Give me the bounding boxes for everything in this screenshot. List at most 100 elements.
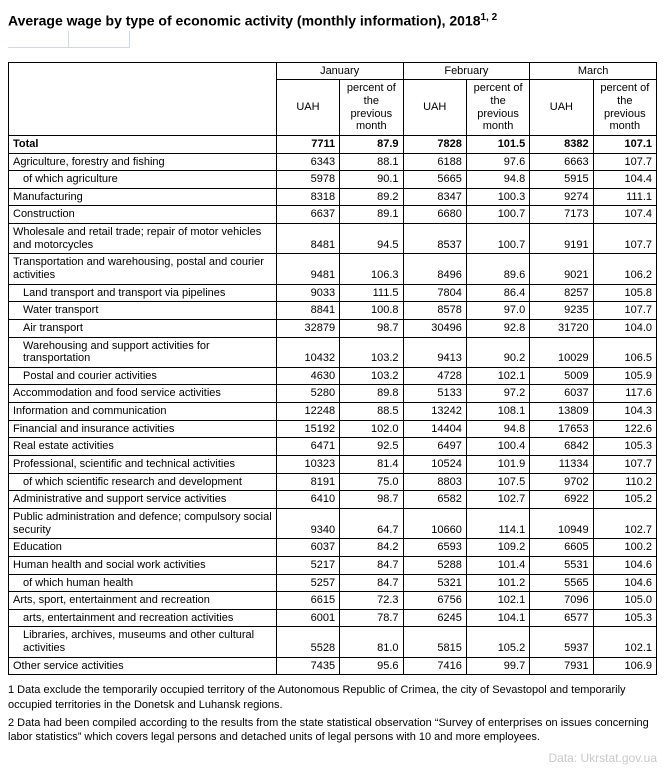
cell-pct: 104.0: [593, 319, 656, 337]
cell-pct: 105.0: [593, 592, 656, 610]
cell-pct: 94.8: [466, 171, 529, 189]
cell-uah: 7804: [403, 284, 466, 302]
cell-uah: 5257: [276, 574, 339, 592]
footnote-1: 1 Data exclude the temporarily occupied …: [8, 683, 657, 712]
table-row: Information and communication1224888.513…: [9, 403, 657, 421]
cell-pct: 107.7: [593, 456, 656, 474]
table-row: Other service activities743595.6741699.7…: [9, 657, 657, 675]
cell-pct: 105.3: [593, 438, 656, 456]
cell-uah: 5978: [276, 171, 339, 189]
cell-pct: 111.1: [593, 188, 656, 206]
cell-pct: 105.8: [593, 284, 656, 302]
cell-pct: 104.1: [466, 609, 529, 627]
cell-uah: 6188: [403, 153, 466, 171]
cell-pct: 90.2: [466, 337, 529, 367]
cell-uah: 6245: [403, 609, 466, 627]
header-uah: UAH: [530, 80, 593, 136]
cell-pct: 101.2: [466, 574, 529, 592]
cell-pct: 117.6: [593, 385, 656, 403]
cell-uah: 8257: [530, 284, 593, 302]
cell-pct: 107.1: [593, 135, 656, 153]
cell-pct: 107.5: [466, 473, 529, 491]
cell-pct: 89.2: [340, 188, 403, 206]
table-row: Libraries, archives, museums and other c…: [9, 627, 657, 657]
cell-uah: 5280: [276, 385, 339, 403]
row-label: of which human health: [9, 574, 277, 592]
cell-uah: 6471: [276, 438, 339, 456]
table-row: Administrative and support service activ…: [9, 491, 657, 509]
table-row: Public administration and defence; compu…: [9, 508, 657, 538]
cell-pct: 90.1: [340, 171, 403, 189]
cell-uah: 6922: [530, 491, 593, 509]
cell-pct: 107.7: [593, 302, 656, 320]
cell-pct: 102.1: [466, 592, 529, 610]
cell-pct: 101.5: [466, 135, 529, 153]
header-month: January: [276, 62, 403, 80]
cell-uah: 7828: [403, 135, 466, 153]
table-row: Wholesale and retail trade; repair of mo…: [9, 224, 657, 254]
cell-uah: 9033: [276, 284, 339, 302]
cell-uah: 9021: [530, 254, 593, 284]
cell-pct: 104.6: [593, 556, 656, 574]
cell-pct: 102.7: [466, 491, 529, 509]
cell-uah: 6680: [403, 206, 466, 224]
table-row: Air transport3287998.73049692.831720104.…: [9, 319, 657, 337]
cell-pct: 107.4: [593, 206, 656, 224]
cell-uah: 12248: [276, 403, 339, 421]
cell-pct: 102.1: [466, 367, 529, 385]
title-text: Average wage by type of economic activit…: [8, 13, 481, 29]
cell-pct: 100.2: [593, 539, 656, 557]
table-row: Water transport8841100.8857897.09235107.…: [9, 302, 657, 320]
cell-pct: 102.1: [593, 627, 656, 657]
cell-pct: 103.2: [340, 367, 403, 385]
cell-uah: 5528: [276, 627, 339, 657]
cell-uah: 5937: [530, 627, 593, 657]
cell-uah: 7931: [530, 657, 593, 675]
footnote-2: 2 Data had been compiled according to th…: [8, 716, 657, 745]
cell-pct: 72.3: [340, 592, 403, 610]
cell-pct: 105.3: [593, 609, 656, 627]
cell-pct: 89.6: [466, 254, 529, 284]
cell-uah: 6615: [276, 592, 339, 610]
cell-pct: 111.5: [340, 284, 403, 302]
cell-uah: 8382: [530, 135, 593, 153]
cell-uah: 6497: [403, 438, 466, 456]
cell-pct: 104.3: [593, 403, 656, 421]
cell-uah: 9235: [530, 302, 593, 320]
cell-pct: 78.7: [340, 609, 403, 627]
cell-uah: 8578: [403, 302, 466, 320]
cell-uah: 8318: [276, 188, 339, 206]
cell-pct: 122.6: [593, 420, 656, 438]
row-label: Agriculture, forestry and fishing: [9, 153, 277, 171]
row-label: Other service activities: [9, 657, 277, 675]
cell-pct: 89.1: [340, 206, 403, 224]
row-label: Transportation and warehousing, postal a…: [9, 254, 277, 284]
cell-pct: 106.9: [593, 657, 656, 675]
cell-uah: 31720: [530, 319, 593, 337]
cell-pct: 97.0: [466, 302, 529, 320]
cell-pct: 106.5: [593, 337, 656, 367]
cell-pct: 102.7: [593, 508, 656, 538]
cell-pct: 106.2: [593, 254, 656, 284]
row-label: Administrative and support service activ…: [9, 491, 277, 509]
table-row: Agriculture, forestry and fishing634388.…: [9, 153, 657, 171]
row-label: Libraries, archives, museums and other c…: [9, 627, 277, 657]
cell-uah: 10524: [403, 456, 466, 474]
cell-uah: 10660: [403, 508, 466, 538]
cell-pct: 84.7: [340, 574, 403, 592]
cell-uah: 6663: [530, 153, 593, 171]
cell-uah: 14404: [403, 420, 466, 438]
table-row: Education603784.26593109.26605100.2: [9, 539, 657, 557]
cell-pct: 87.9: [340, 135, 403, 153]
cell-uah: 6001: [276, 609, 339, 627]
row-label: Arts, sport, entertainment and recreatio…: [9, 592, 277, 610]
cell-pct: 109.2: [466, 539, 529, 557]
cell-uah: 8803: [403, 473, 466, 491]
cell-uah: 6037: [530, 385, 593, 403]
cell-uah: 13809: [530, 403, 593, 421]
cell-uah: 7711: [276, 135, 339, 153]
cell-uah: 10323: [276, 456, 339, 474]
cell-pct: 88.5: [340, 403, 403, 421]
table-row: Financial and insurance activities151921…: [9, 420, 657, 438]
cell-uah: 5815: [403, 627, 466, 657]
